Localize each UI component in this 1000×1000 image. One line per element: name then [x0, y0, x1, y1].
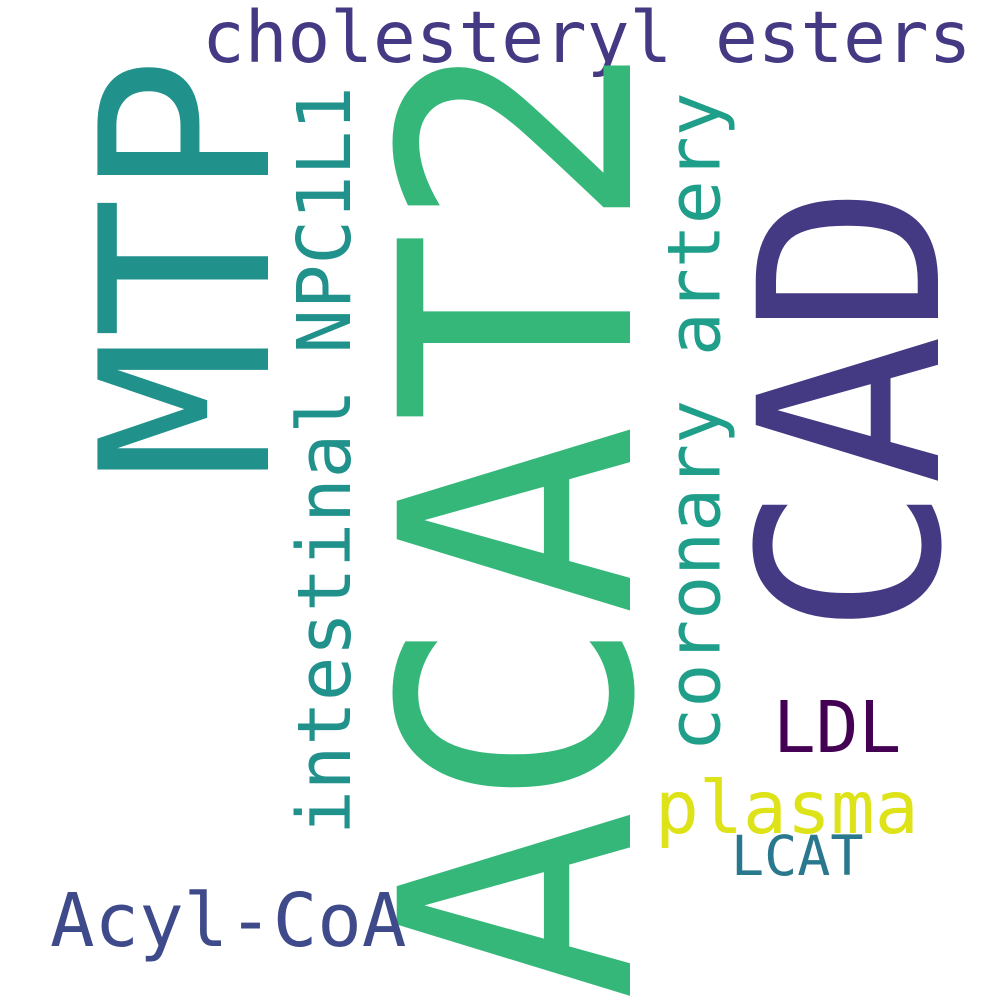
word-cholesteryl-esters: cholesteryl esters: [202, 0, 972, 79]
word-lcat: LCAT: [731, 824, 864, 888]
word-ldl: LDL: [773, 686, 902, 769]
word-cad: CAD: [706, 184, 997, 636]
word-mtp: MTP: [52, 56, 324, 480]
word-plasma: plasma: [655, 766, 919, 851]
word-acat2: ACAT2: [334, 38, 706, 1000]
word-acyl-coa: Acyl-CoA: [50, 878, 407, 964]
